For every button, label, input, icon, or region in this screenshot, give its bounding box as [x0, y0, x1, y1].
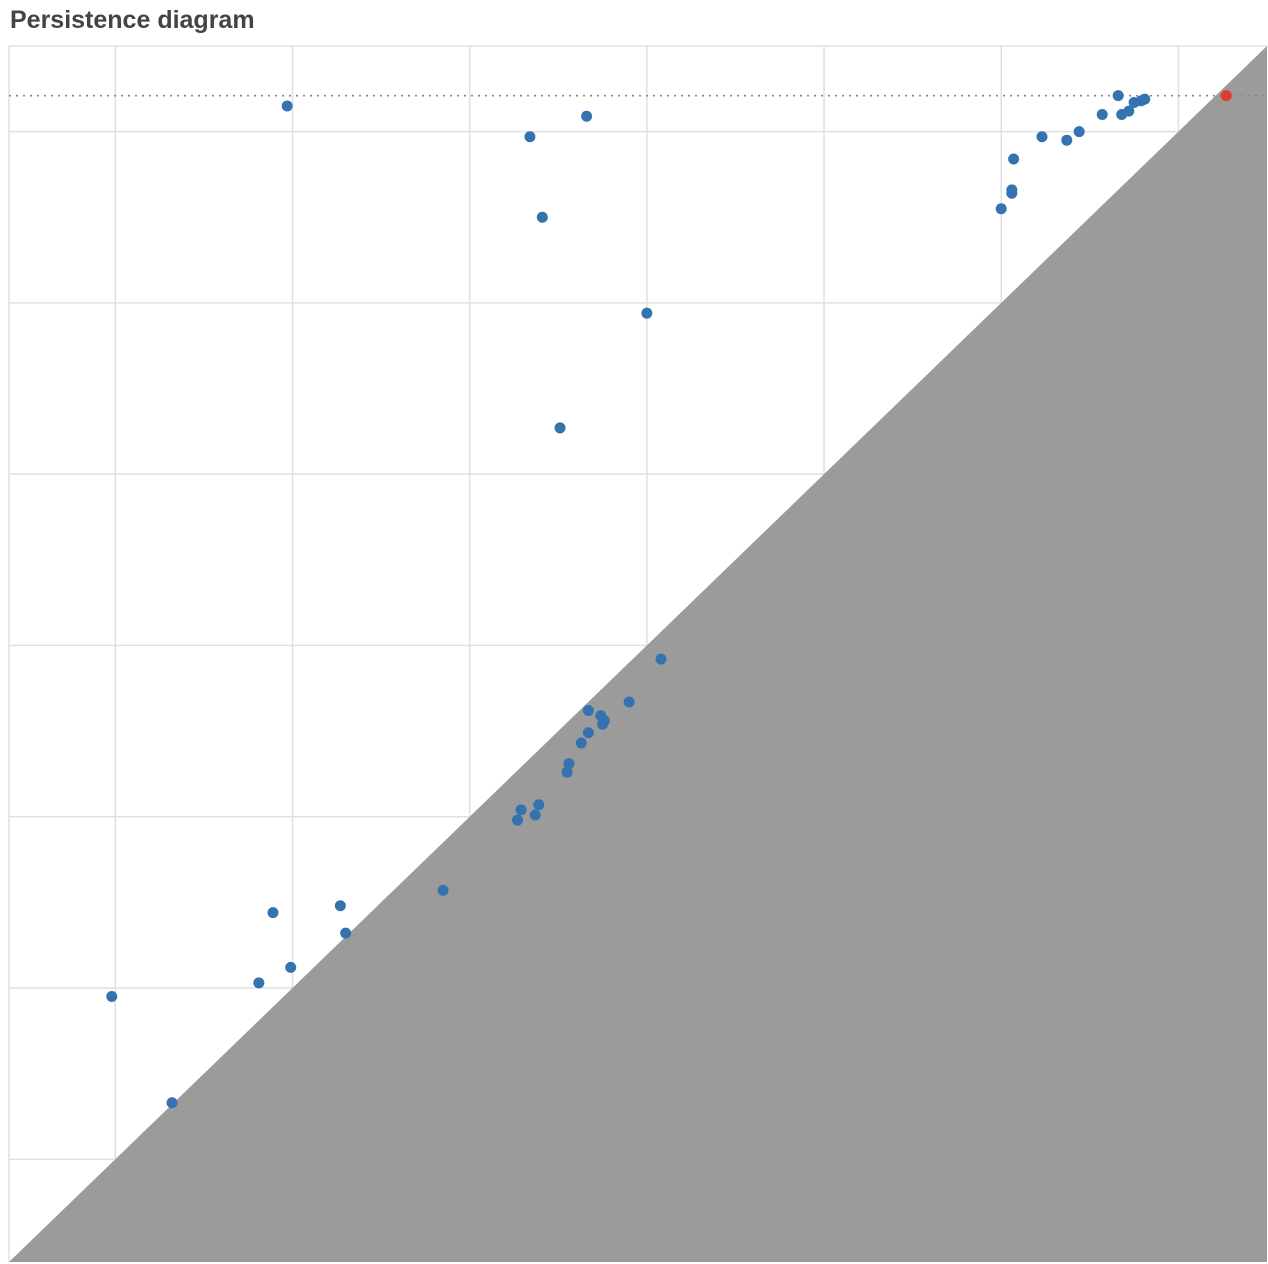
- persistence-point: [1096, 109, 1108, 121]
- persistence-point: [512, 814, 524, 826]
- persistence-point: [1008, 153, 1020, 165]
- persistence-point: [253, 977, 265, 989]
- persistence-point: [582, 705, 594, 717]
- persistence-point: [597, 718, 609, 730]
- persistence-point: [1006, 187, 1018, 199]
- persistence-point: [995, 203, 1007, 215]
- persistence-point: [1036, 131, 1048, 143]
- persistence-point: [1112, 90, 1124, 102]
- chart-title: Persistence diagram: [10, 6, 255, 34]
- persistence-point: [267, 907, 279, 919]
- persistence-point: [533, 799, 545, 811]
- persistence-point: [582, 727, 594, 739]
- persistence-point: [106, 991, 118, 1003]
- persistence-point: [575, 737, 587, 749]
- persistence-point: [581, 110, 593, 122]
- persistence-point: [437, 884, 449, 896]
- persistence-point: [166, 1097, 178, 1109]
- persistence-point: [655, 653, 667, 665]
- diagonal-region: [9, 46, 1267, 1262]
- persistence-point: [334, 900, 346, 912]
- persistence-point: [554, 422, 566, 434]
- persistence-point: [1061, 134, 1073, 146]
- persistence-point: [1139, 93, 1151, 105]
- persistence-point: [1073, 126, 1085, 138]
- persistence-point: [563, 758, 575, 770]
- persistence-point: [536, 211, 548, 223]
- persistence-point: [524, 131, 536, 143]
- persistence-point: [285, 961, 297, 973]
- persistence-point: [623, 696, 635, 708]
- persistence-point: [641, 307, 653, 319]
- persistence-point: [281, 100, 293, 112]
- persistence-point: [515, 804, 527, 816]
- persistence-point: [561, 766, 573, 778]
- persistence-point: [529, 809, 541, 821]
- persistence-point: [1123, 105, 1135, 117]
- infinite-persistence-point: [1220, 90, 1232, 102]
- persistence-point: [340, 927, 352, 939]
